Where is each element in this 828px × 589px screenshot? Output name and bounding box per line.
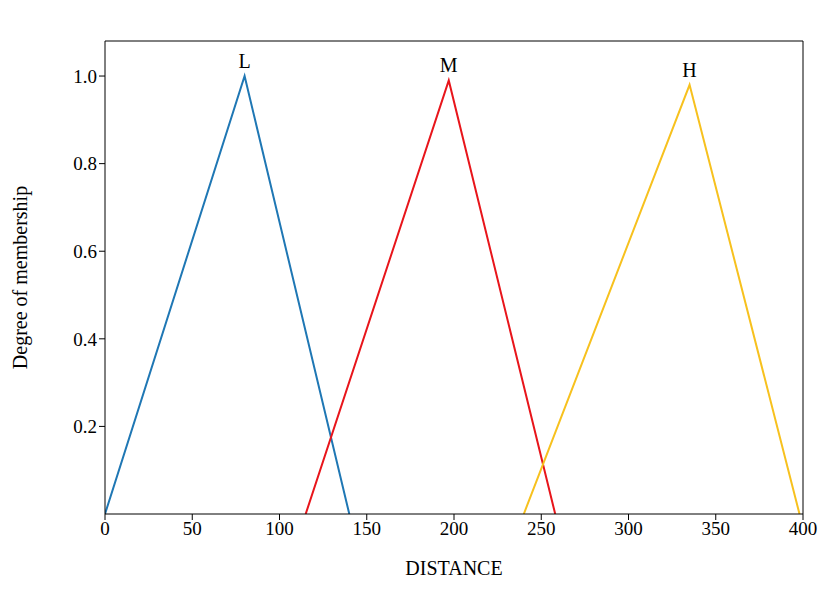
svg-text:400: 400 [789,518,818,539]
svg-text:350: 350 [702,518,731,539]
svg-text:H: H [682,59,696,81]
svg-text:150: 150 [353,518,382,539]
svg-text:0.4: 0.4 [73,329,97,350]
svg-text:250: 250 [527,518,556,539]
svg-text:DISTANCE: DISTANCE [405,557,502,579]
svg-text:0.8: 0.8 [73,153,97,174]
svg-text:0: 0 [100,518,110,539]
svg-text:M: M [440,54,458,76]
svg-text:50: 50 [183,518,202,539]
svg-text:1.0: 1.0 [73,66,97,87]
svg-text:0.6: 0.6 [73,241,97,262]
svg-text:300: 300 [614,518,643,539]
svg-text:L: L [238,50,250,72]
svg-text:100: 100 [265,518,294,539]
svg-text:0.2: 0.2 [73,416,97,437]
svg-text:Degree of membership: Degree of membership [9,186,32,369]
svg-text:200: 200 [440,518,469,539]
